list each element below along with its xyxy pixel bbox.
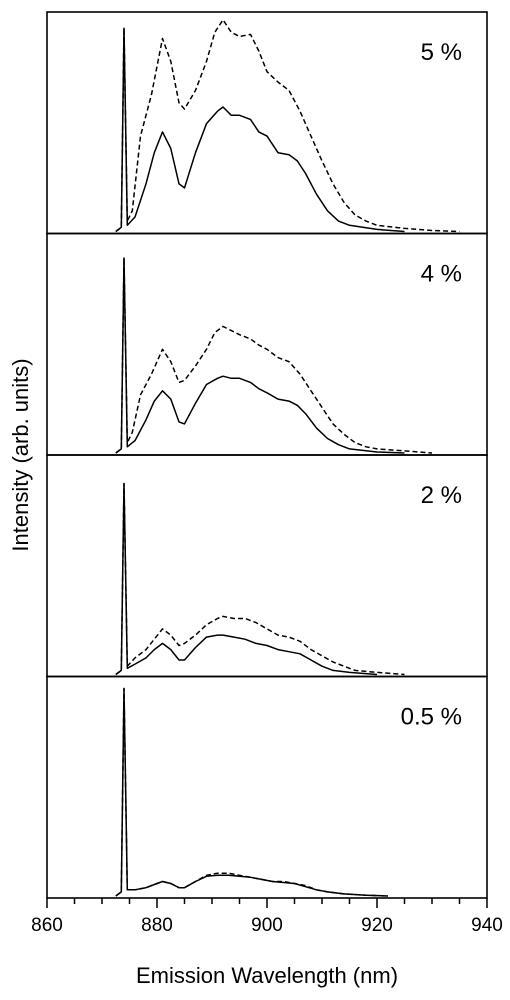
series-solid-line — [115, 687, 389, 897]
panel-concentration-label: 2 % — [421, 482, 462, 509]
x-tick-label: 940 — [471, 915, 503, 936]
x-tick-label: 920 — [361, 915, 393, 936]
series-dashed-line — [115, 19, 460, 233]
x-axis: 860 880 900 920 940 — [31, 898, 503, 936]
panel-2: 4 % — [46, 232, 488, 456]
series-solid-line — [115, 257, 405, 454]
panel-concentration-label: 5 % — [421, 39, 462, 66]
series-solid-line — [115, 27, 405, 233]
panel-concentration-label: 0.5 % — [401, 704, 462, 731]
panel-concentration-label: 4 % — [421, 261, 462, 288]
panel-3: 2 % — [46, 454, 488, 678]
panels-group: 5 % 4 % 2 % 0.5 % — [46, 11, 488, 899]
x-tick-label: 880 — [141, 915, 173, 936]
x-tick-label: 860 — [31, 915, 63, 936]
series-dashed-line — [115, 257, 433, 454]
x-axis-label: Emission Wavelength (nm) — [136, 963, 398, 988]
panel-4: 0.5 % — [46, 675, 488, 899]
series-dashed-line — [115, 687, 389, 897]
series-dashed-line — [115, 482, 405, 676]
panel-1: 5 % — [46, 11, 488, 235]
y-axis-label: Intensity (arb. units) — [8, 358, 33, 551]
series-solid-line — [115, 482, 378, 676]
x-tick-label: 900 — [251, 915, 283, 936]
